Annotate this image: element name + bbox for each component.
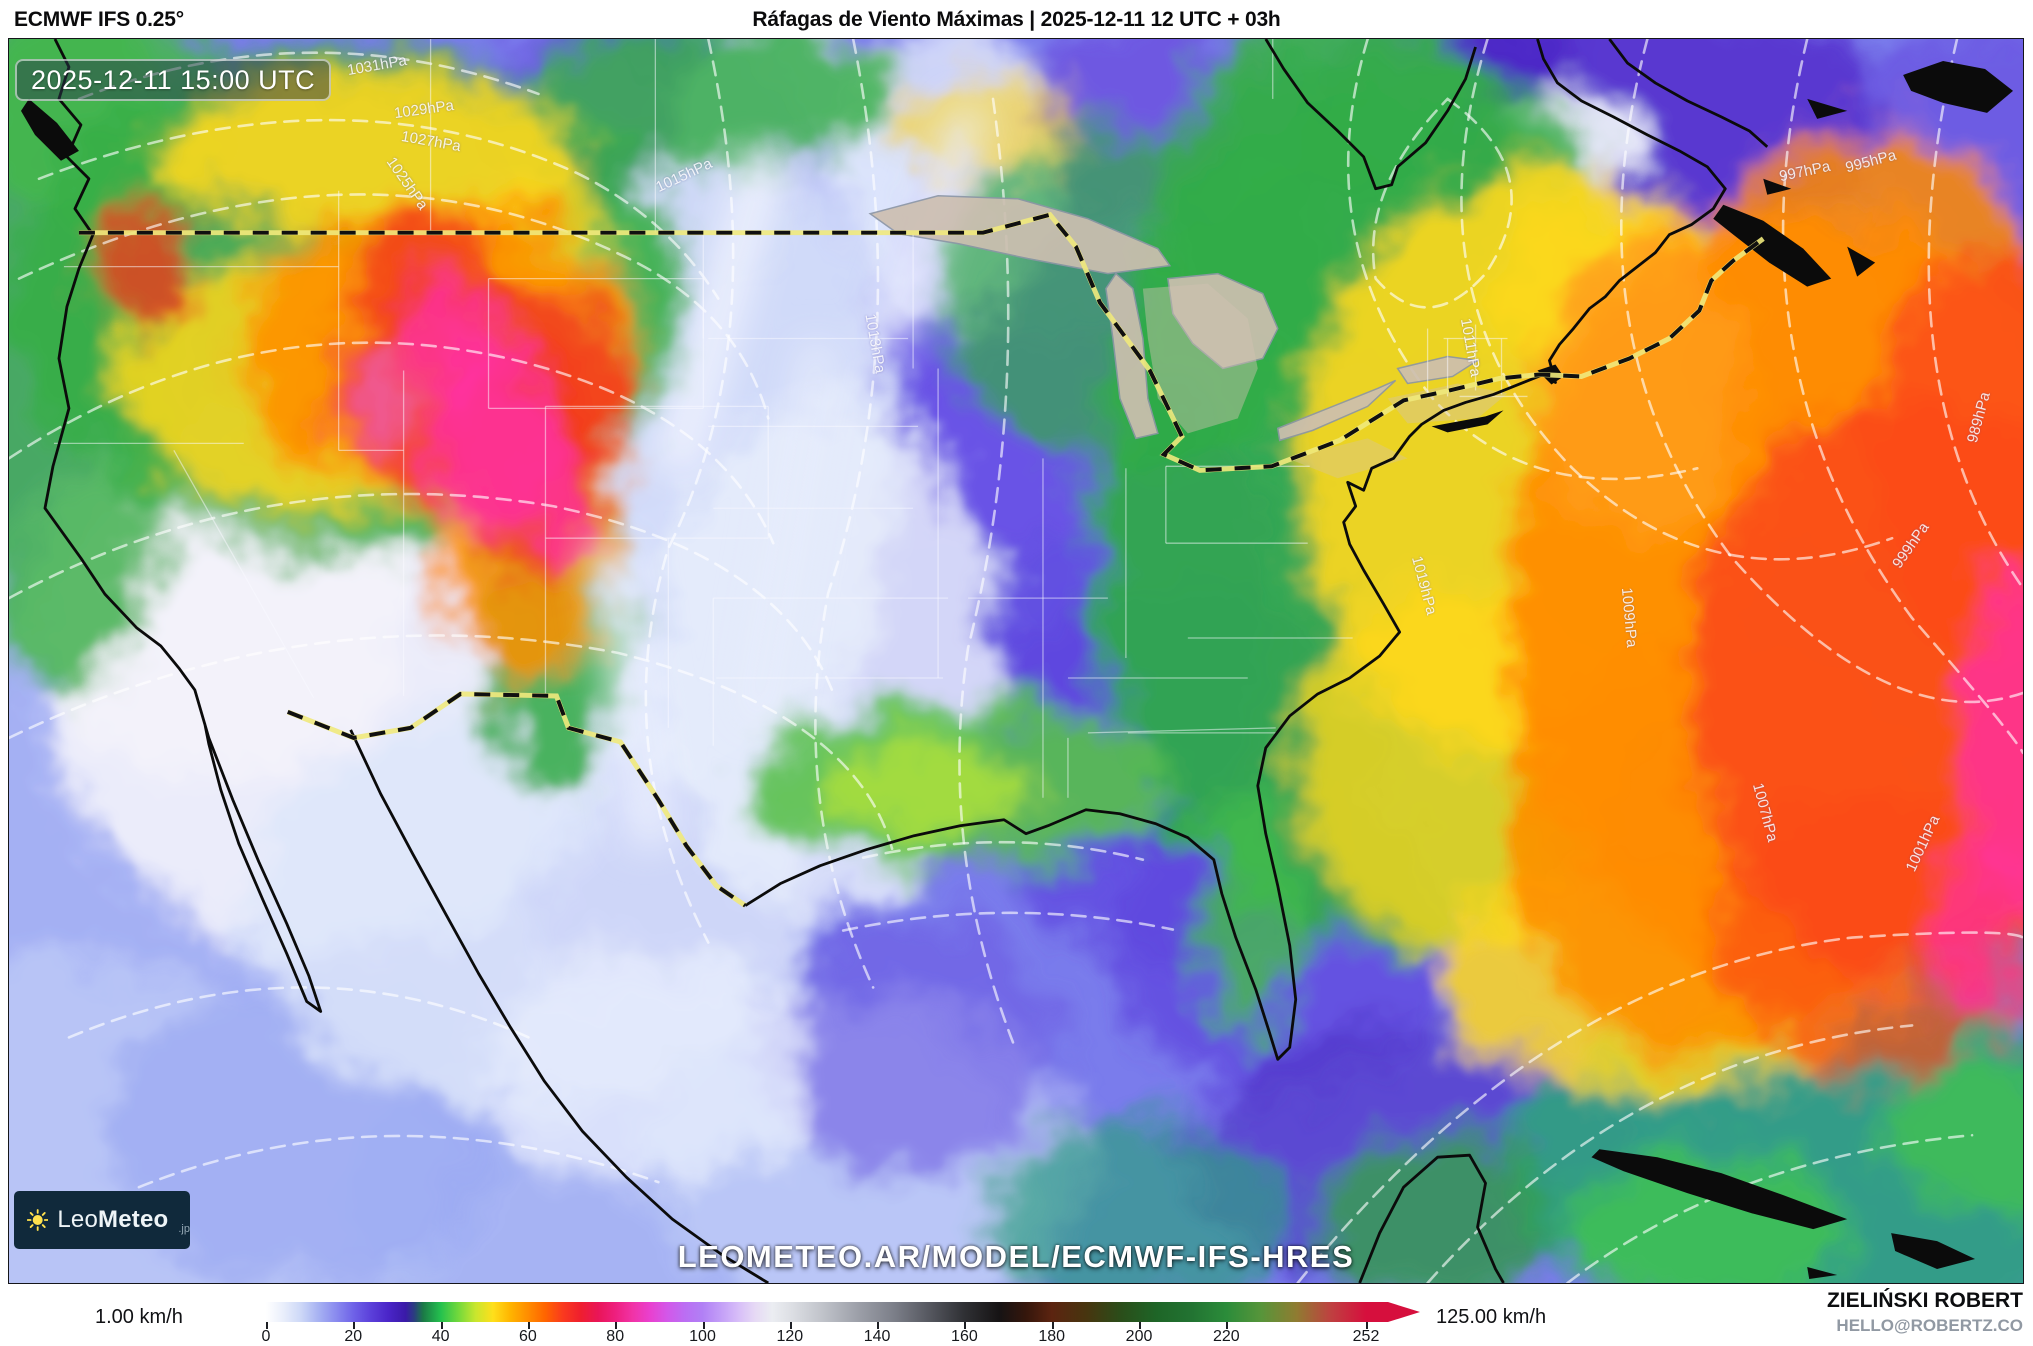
- legend-tick-label: 120: [776, 1328, 804, 1345]
- timestamp-overlay: 2025-12-11 15:00 UTC: [15, 59, 332, 101]
- page-title: Ráfagas de Viento Máximas | 2025-12-11 1…: [752, 8, 1281, 31]
- isobar-label: 989hPa: [1963, 390, 1994, 445]
- legend-tick-label: 0: [261, 1328, 271, 1345]
- legend-tick-label: 160: [951, 1328, 978, 1345]
- isobar-label: 1007hPa: [1749, 781, 1782, 844]
- legend-colorbar: 0 20 40 60 80 100 120 140 160 180 200 220 252: [210, 1302, 1420, 1345]
- isobar-contours: [9, 39, 2023, 1283]
- isobar-label: 1029hPa: [393, 96, 455, 123]
- country-borders: [78, 211, 1765, 908]
- legend-tick-label: 252: [1352, 1328, 1380, 1345]
- isobar-label: 1031hPa: [345, 51, 409, 80]
- isobar-label: 1011hPa: [1456, 316, 1484, 379]
- legend-tick: [877, 1322, 880, 1329]
- legend-tick-label: 220: [1212, 1328, 1240, 1345]
- legend-tick: [964, 1322, 967, 1329]
- header-bar: ECMWF IFS 0.25° Ráfagas de Viento Máxima…: [0, 0, 2033, 38]
- legend-tick: [1139, 1322, 1142, 1329]
- legend-tick: [1366, 1322, 1368, 1329]
- isobar-label: 1013hPa: [861, 312, 889, 375]
- legend-tick-label: 60: [518, 1328, 537, 1345]
- legend-tick-label: 20: [344, 1328, 363, 1345]
- isobar-label: 1025hPa: [382, 154, 432, 213]
- legend-tick-label: 140: [863, 1328, 891, 1345]
- wind-gust-field: [9, 39, 2023, 1283]
- legend-tick-label: 100: [689, 1328, 716, 1345]
- legend-tick-label: 180: [1038, 1328, 1066, 1345]
- gust-color-blobs: [9, 39, 2023, 1283]
- logo-tld: .jp: [178, 1223, 190, 1235]
- watermark: LEOMETEO.AR/MODEL/ECMWF-IFS-HRES: [677, 1239, 1355, 1274]
- credit-contact: HELLO@ROBERTZ.CO: [1836, 1316, 2023, 1335]
- legend-tick: [789, 1322, 792, 1329]
- coastlines: [20, 39, 2014, 1283]
- isobar-labels: 1031hPa 1029hPa 1027hPa 1025hPa 1015hPa 1013h…: [9, 39, 2023, 1283]
- legend-tick: [353, 1322, 356, 1329]
- state-borders: [53, 39, 1528, 798]
- legend-tick: [1051, 1322, 1054, 1329]
- legend-tick: [615, 1322, 618, 1329]
- legend-tick: [266, 1322, 268, 1329]
- isobar-label: 1027hPa: [399, 127, 463, 156]
- legend-tick: [527, 1322, 530, 1329]
- isobar-label: 997hPa: [1777, 157, 1832, 186]
- great-lakes: [868, 194, 1508, 479]
- isobar-label: 1015hPa: [653, 155, 715, 196]
- legend-max-label: 125.00 km/h: [1436, 1306, 1547, 1328]
- isobar-label: 995hPa: [1843, 146, 1899, 177]
- model-label: ECMWF IFS 0.25°: [14, 8, 184, 31]
- credit-author: ZIELIŃSKI ROBERT: [1826, 1289, 2023, 1312]
- legend-min-label: 1.00 km/h: [95, 1306, 183, 1328]
- isobar-label: 1001hPa: [1902, 812, 1944, 875]
- legend-tick: [702, 1322, 705, 1329]
- legend-tick-label: 40: [431, 1328, 450, 1345]
- legend-tick: [440, 1322, 443, 1329]
- legend-tick: [1226, 1322, 1229, 1329]
- isobar-label: 1019hPa: [1408, 554, 1441, 617]
- legend-tick-label: 200: [1125, 1328, 1153, 1345]
- logo-text: LeoMeteo: [57, 1206, 169, 1233]
- leometeo-logo: LeoMeteo .jp: [14, 1191, 190, 1249]
- weather-map: 1031hPa 1029hPa 1027hPa 1025hPa 1015hPa 1013h…: [8, 38, 2024, 1284]
- sun-icon: [27, 1209, 49, 1231]
- isobar-label: 999hPa: [1889, 519, 1933, 572]
- legend-gradient: [210, 1302, 1420, 1322]
- legend-tick-label: 80: [606, 1328, 625, 1345]
- isobar-label: 1009hPa: [1617, 586, 1641, 649]
